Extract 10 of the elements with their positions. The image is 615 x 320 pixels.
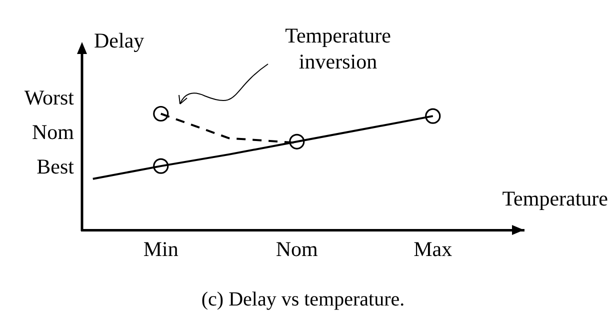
x-tick-label: Nom xyxy=(276,237,318,262)
text: (c) Delay vs temperature. xyxy=(201,288,405,310)
x-axis-title: Temperature xyxy=(502,186,608,211)
x-tick-label: Max xyxy=(414,237,453,262)
text: Nom xyxy=(32,120,74,144)
y-axis-title: Delay xyxy=(94,28,145,53)
x-tick-label: Min xyxy=(143,237,179,262)
text: Temperature inversion xyxy=(285,24,391,74)
text: Worst xyxy=(24,86,74,110)
text: Best xyxy=(36,154,74,179)
